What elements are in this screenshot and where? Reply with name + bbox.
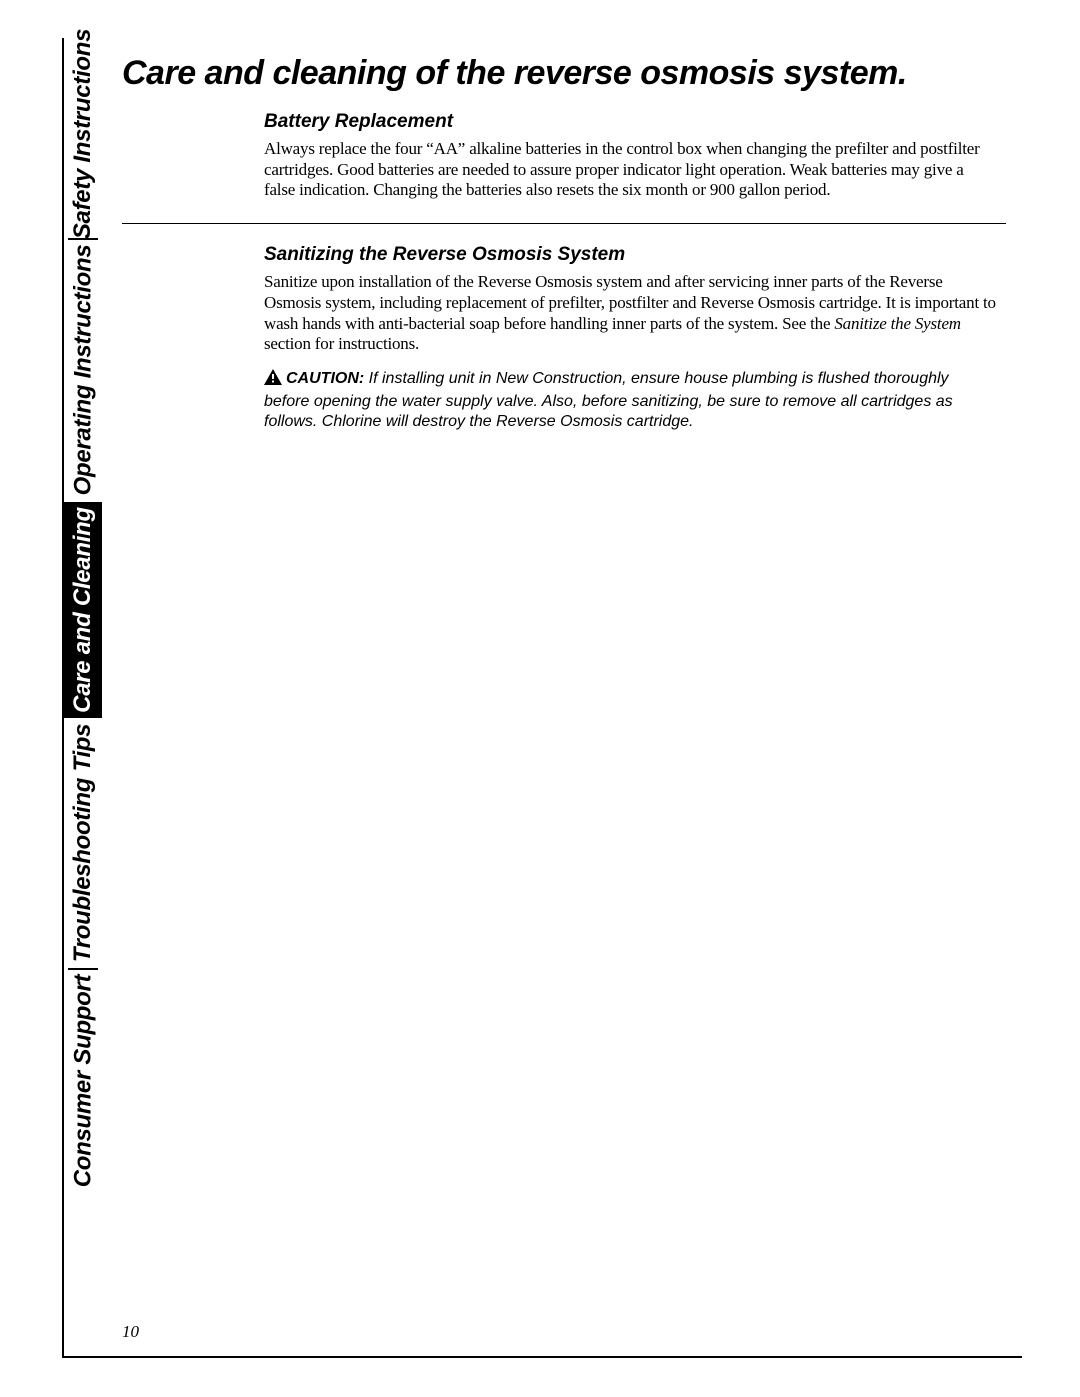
body-text-post: section for instructions.: [264, 334, 419, 353]
tab-consumer-support[interactable]: Consumer Support: [64, 976, 102, 1186]
caution-block: CAUTION: If installing unit in New Const…: [264, 369, 996, 432]
warning-icon: [264, 369, 282, 391]
page-title: Care and cleaning of the reverse osmosis…: [122, 54, 1006, 93]
caution-text: If installing unit in New Construction, …: [264, 370, 953, 430]
side-tabs: Safety Instructions Operating Instructio…: [64, 38, 102, 1356]
section-body: Sanitize upon installation of the Revers…: [264, 272, 996, 355]
section-heading: Battery Replacement: [264, 111, 996, 133]
section-battery: Battery Replacement Always replace the f…: [264, 111, 996, 201]
tab-divider: [68, 238, 98, 240]
content-area: Care and cleaning of the reverse osmosis…: [122, 54, 1006, 433]
section-sanitize: Sanitizing the Reverse Osmosis System Sa…: [264, 244, 996, 432]
section-body: Always replace the four “AA” alkaline ba…: [264, 139, 996, 201]
tab-label: Consumer Support: [69, 975, 97, 1188]
tab-operating[interactable]: Operating Instructions: [64, 246, 102, 494]
page-frame: Safety Instructions Operating Instructio…: [62, 38, 1022, 1358]
tab-label: Operating Instructions: [69, 245, 97, 496]
tab-label: Care and Cleaning: [69, 507, 97, 713]
tab-divider: [68, 968, 98, 970]
caution-label: CAUTION:: [286, 370, 364, 387]
section-heading: Sanitizing the Reverse Osmosis System: [264, 244, 996, 266]
page-number: 10: [122, 1322, 139, 1342]
section-divider: [122, 223, 1006, 224]
tab-care-and-cleaning[interactable]: Care and Cleaning: [64, 502, 102, 718]
body-text-ref: Sanitize the System: [834, 314, 961, 333]
tab-troubleshooting[interactable]: Troubleshooting Tips: [64, 726, 102, 960]
tab-label: Safety Instructions: [69, 29, 97, 239]
tab-label: Troubleshooting Tips: [69, 724, 97, 962]
tab-safety[interactable]: Safety Instructions: [64, 38, 102, 230]
